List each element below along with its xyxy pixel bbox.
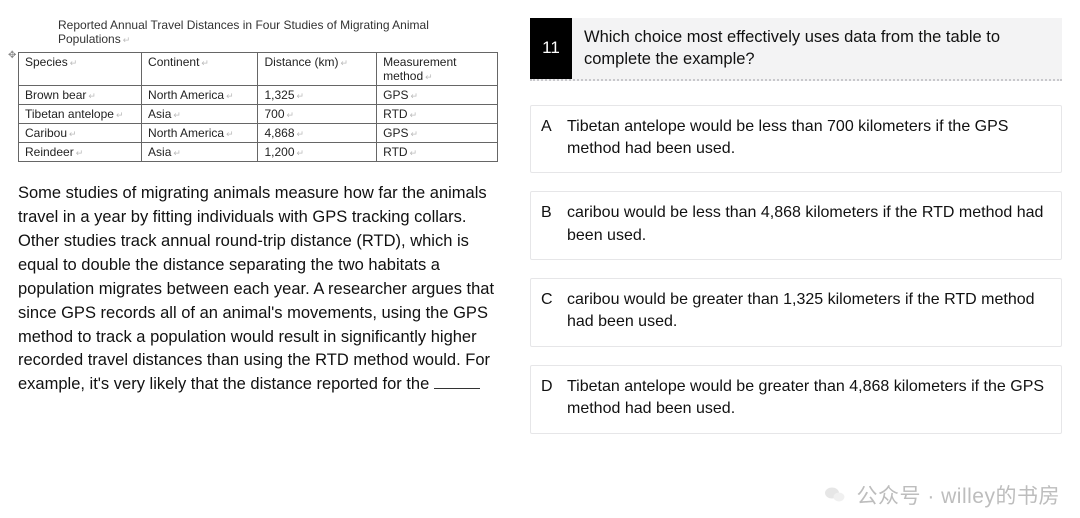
right-panel: 11 Which choice most effectively uses da… xyxy=(520,0,1080,518)
choice-c[interactable]: C caribou would be greater than 1,325 ki… xyxy=(530,278,1062,347)
choice-letter: B xyxy=(541,202,567,247)
paragraph-mark: ↵ xyxy=(123,35,131,45)
table-body: Brown bear↵ North America↵ 1,325↵ GPS↵ T… xyxy=(19,86,498,162)
col-continent: Continent↵ xyxy=(142,53,258,86)
table-row: Brown bear↵ North America↵ 1,325↵ GPS↵ xyxy=(19,86,498,105)
choices-list: A Tibetan antelope would be less than 70… xyxy=(530,105,1062,434)
wechat-icon xyxy=(822,482,848,508)
table-row: Caribou↵ North America↵ 4,868↵ GPS↵ xyxy=(19,124,498,143)
question-header: 11 Which choice most effectively uses da… xyxy=(530,18,1062,81)
table-row: Reindeer↵ Asia↵ 1,200↵ RTD↵ xyxy=(19,143,498,162)
watermark: 公众号 · willey的书房 xyxy=(822,480,1060,510)
choice-letter: D xyxy=(541,376,567,421)
choice-text: caribou would be greater than 1,325 kilo… xyxy=(567,289,1049,334)
choice-b[interactable]: B caribou would be less than 4,868 kilom… xyxy=(530,191,1062,260)
choice-text: Tibetan antelope would be less than 700 … xyxy=(567,116,1049,161)
col-species: Species↵ xyxy=(19,53,142,86)
col-distance: Distance (km)↵ xyxy=(258,53,377,86)
passage-text: Some studies of migrating animals measur… xyxy=(18,182,504,397)
table-wrapper: ✥ Species↵ Continent↵ Distance (km)↵ Mea… xyxy=(18,52,504,162)
table-header-row: Species↵ Continent↵ Distance (km)↵ Measu… xyxy=(19,53,498,86)
data-table: Species↵ Continent↵ Distance (km)↵ Measu… xyxy=(18,52,498,162)
choice-letter: C xyxy=(541,289,567,334)
table-row: Tibetan antelope↵ Asia↵ 700↵ RTD↵ xyxy=(19,105,498,124)
choice-d[interactable]: D Tibetan antelope would be greater than… xyxy=(530,365,1062,434)
table-title: Reported Annual Travel Distances in Four… xyxy=(58,18,504,46)
blank-line xyxy=(434,388,480,389)
question-number: 11 xyxy=(530,18,572,79)
choice-letter: A xyxy=(541,116,567,161)
watermark-text: 公众号 · willey的书房 xyxy=(856,480,1060,510)
table-anchor-icon: ✥ xyxy=(8,50,16,61)
choice-text: Tibetan antelope would be greater than 4… xyxy=(567,376,1049,421)
col-method: Measurement method↵ xyxy=(377,53,498,86)
choice-a[interactable]: A Tibetan antelope would be less than 70… xyxy=(530,105,1062,174)
question-stem: Which choice most effectively uses data … xyxy=(572,18,1062,79)
choice-text: caribou would be less than 4,868 kilomet… xyxy=(567,202,1049,247)
table-title-text: Reported Annual Travel Distances in Four… xyxy=(58,18,429,46)
passage-body: Some studies of migrating animals measur… xyxy=(18,184,494,393)
left-panel: Reported Annual Travel Distances in Four… xyxy=(0,0,520,518)
